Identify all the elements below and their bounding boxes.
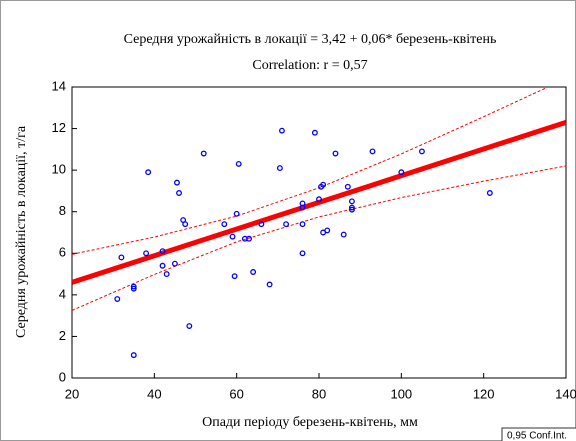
legend-box	[501, 427, 576, 441]
point	[348, 204, 355, 211]
point	[186, 323, 193, 329]
point	[171, 260, 178, 267]
point	[143, 250, 150, 257]
x-axis-label: Опади періоду березень-квітень, мм	[202, 415, 418, 430]
point	[163, 271, 170, 278]
point	[299, 250, 306, 257]
point	[229, 233, 236, 240]
point	[369, 148, 376, 155]
y-tick-label: 6	[59, 245, 66, 260]
point	[159, 248, 166, 255]
point	[130, 283, 137, 290]
point	[118, 254, 125, 261]
y-tick-label: 8	[59, 203, 66, 218]
point	[299, 221, 306, 228]
point	[348, 206, 355, 213]
point	[235, 160, 242, 167]
point	[114, 296, 121, 302]
y-axis-label: Середня урожайність в локації, т/га	[14, 125, 29, 338]
x-tick-label: 100	[390, 386, 412, 401]
point	[200, 150, 207, 157]
point	[266, 281, 273, 288]
y-tick-label: 10	[52, 162, 66, 177]
legend-label: 0,95 Conf.Int.	[507, 431, 567, 441]
fit-line	[72, 119, 566, 285]
point	[418, 148, 425, 155]
chart-subtitle: Correlation: r = 0,57	[252, 58, 367, 73]
point	[130, 352, 137, 359]
x-tick-label: 80	[312, 386, 326, 401]
point	[340, 231, 347, 238]
point	[258, 221, 265, 228]
point	[283, 221, 290, 228]
point	[246, 235, 252, 242]
plot-content	[72, 87, 566, 359]
point	[486, 190, 493, 196]
point	[398, 169, 405, 176]
point	[233, 210, 240, 217]
conf-lower	[72, 165, 566, 311]
point	[279, 127, 285, 134]
x-tick-label: 140	[555, 386, 576, 401]
x-tick-label: 20	[65, 386, 79, 401]
point	[130, 285, 137, 292]
point	[182, 221, 189, 228]
point	[231, 273, 238, 280]
point	[324, 227, 331, 234]
point	[299, 200, 306, 207]
point	[311, 129, 318, 136]
y-tick-label: 0	[59, 369, 66, 384]
y-tick-label: 12	[52, 120, 66, 135]
x-tick-label: 60	[229, 386, 243, 401]
point	[276, 165, 283, 172]
point	[159, 262, 166, 269]
x-tick-label: 40	[147, 386, 161, 401]
point	[250, 269, 257, 275]
y-tick-label: 14	[52, 78, 66, 93]
point	[348, 198, 355, 205]
point	[174, 179, 180, 186]
point	[176, 190, 182, 196]
point	[221, 221, 228, 228]
point	[316, 196, 322, 203]
chart-title: Середня урожайність в локації = 3,42 + 0…	[124, 32, 497, 47]
y-tick-label: 2	[59, 328, 66, 343]
point	[344, 183, 351, 190]
y-tick-label: 4	[59, 286, 66, 301]
point	[332, 150, 339, 157]
point	[320, 181, 327, 188]
point	[145, 169, 152, 176]
legend: 0,95 Conf.Int.	[501, 427, 576, 441]
x-tick-label: 120	[473, 386, 495, 401]
